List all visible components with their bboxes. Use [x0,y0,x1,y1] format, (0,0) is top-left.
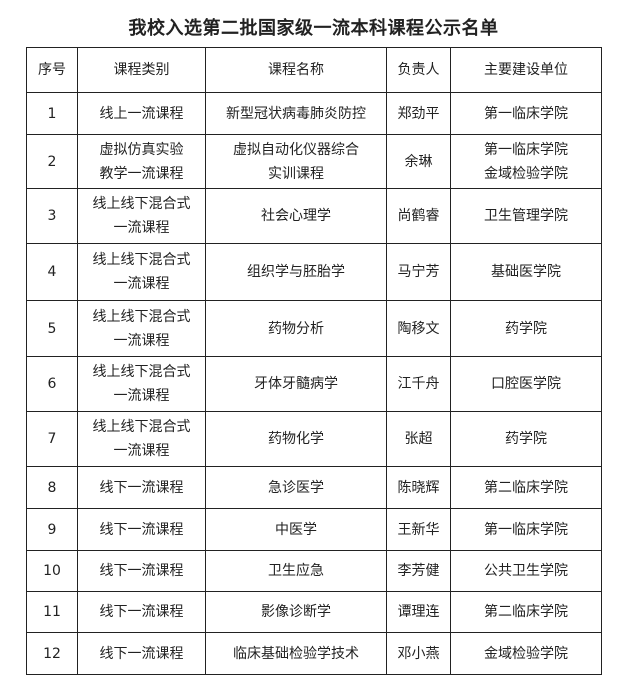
course-table: 序号 课程类别 课程名称 负责人 主要建设单位 1 线上一流课程 新型冠状病毒肺炎防… [26,47,602,675]
cell-unit: 第二临床学院 [450,591,602,633]
cell-index: 10 [26,550,78,592]
table-row: 12 线下一流课程 临床基础检验学技术 邓小燕 金域检验学院 [26,632,602,675]
cell-course-name: 临床基础检验学技术 [205,632,387,675]
header-index: 序号 [26,47,78,93]
cell-leader: 余琳 [386,134,451,189]
cell-index: 5 [26,300,78,357]
cell-index: 3 [26,188,78,244]
cell-category: 线上线下混合式 一流课程 [77,411,206,467]
cell-category: 线上线下混合式 一流课程 [77,356,206,412]
table-row: 10 线下一流课程 卫生应急 李芳健 公共卫生学院 [26,550,602,592]
page-title: 我校入选第二批国家级一流本科课程公示名单 [128,18,499,39]
cell-unit: 第一临床学院 金域检验学院 [450,134,602,189]
header-leader: 负责人 [386,47,451,93]
cell-index: 6 [26,356,78,412]
table-row: 7 线上线下混合式 一流课程 药物化学 张超 药学院 [26,411,602,467]
cell-category: 线下一流课程 [77,591,206,633]
cell-course-name: 牙体牙髓病学 [205,356,387,412]
cell-unit: 第一临床学院 [450,92,602,135]
cell-course-name: 药物分析 [205,300,387,357]
table-row: 11 线下一流课程 影像诊断学 谭理连 第二临床学院 [26,591,602,633]
cell-category: 线上线下混合式 一流课程 [77,188,206,244]
table-row: 9 线下一流课程 中医学 王新华 第一临床学院 [26,508,602,551]
cell-category: 线上一流课程 [77,92,206,135]
cell-unit: 第二临床学院 [450,466,602,509]
cell-course-name: 新型冠状病毒肺炎防控 [205,92,387,135]
cell-course-name: 社会心理学 [205,188,387,244]
cell-unit: 公共卫生学院 [450,550,602,592]
cell-unit: 药学院 [450,300,602,357]
cell-category: 线下一流课程 [77,466,206,509]
cell-course-name: 药物化学 [205,411,387,467]
cell-unit: 基础医学院 [450,243,602,301]
cell-unit: 卫生管理学院 [450,188,602,244]
cell-category: 虚拟仿真实验 教学一流课程 [77,134,206,189]
cell-leader: 马宁芳 [386,243,451,301]
table-row: 1 线上一流课程 新型冠状病毒肺炎防控 郑劲平 第一临床学院 [26,92,602,135]
cell-leader: 尚鹤睿 [386,188,451,244]
table-row: 4 线上线下混合式 一流课程 组织学与胚胎学 马宁芳 基础医学院 [26,243,602,301]
cell-category: 线下一流课程 [77,550,206,592]
cell-index: 9 [26,508,78,551]
table-header-row: 序号 课程类别 课程名称 负责人 主要建设单位 [26,47,602,93]
cell-leader: 陈晓辉 [386,466,451,509]
cell-course-name: 卫生应急 [205,550,387,592]
cell-index: 1 [26,92,78,135]
table-row: 2 虚拟仿真实验 教学一流课程 虚拟自动化仪器综合 实训课程 余琳 第一临床学院 金域检… [26,134,602,189]
cell-index: 4 [26,243,78,301]
cell-category: 线下一流课程 [77,632,206,675]
cell-index: 7 [26,411,78,467]
cell-leader: 陶移文 [386,300,451,357]
header-category: 课程类别 [77,47,206,93]
cell-unit: 金域检验学院 [450,632,602,675]
cell-unit: 口腔医学院 [450,356,602,412]
table-row: 6 线上线下混合式 一流课程 牙体牙髓病学 江千舟 口腔医学院 [26,356,602,412]
cell-category: 线下一流课程 [77,508,206,551]
cell-leader: 江千舟 [386,356,451,412]
header-unit: 主要建设单位 [450,47,602,93]
cell-category: 线上线下混合式 一流课程 [77,243,206,301]
cell-unit: 第一临床学院 [450,508,602,551]
cell-leader: 张超 [386,411,451,467]
cell-course-name: 虚拟自动化仪器综合 实训课程 [205,134,387,189]
cell-course-name: 中医学 [205,508,387,551]
table-row: 3 线上线下混合式 一流课程 社会心理学 尚鹤睿 卫生管理学院 [26,188,602,244]
cell-course-name: 影像诊断学 [205,591,387,633]
cell-category: 线上线下混合式 一流课程 [77,300,206,357]
cell-leader: 邓小燕 [386,632,451,675]
cell-leader: 李芳健 [386,550,451,592]
cell-course-name: 急诊医学 [205,466,387,509]
cell-leader: 王新华 [386,508,451,551]
table-row: 5 线上线下混合式 一流课程 药物分析 陶移文 药学院 [26,300,602,357]
cell-index: 8 [26,466,78,509]
cell-index: 12 [26,632,78,675]
cell-unit: 药学院 [450,411,602,467]
cell-index: 11 [26,591,78,633]
header-course-name: 课程名称 [205,47,387,93]
cell-index: 2 [26,134,78,189]
cell-course-name: 组织学与胚胎学 [205,243,387,301]
table-row: 8 线下一流课程 急诊医学 陈晓辉 第二临床学院 [26,466,602,509]
cell-leader: 郑劲平 [386,92,451,135]
cell-leader: 谭理连 [386,591,451,633]
